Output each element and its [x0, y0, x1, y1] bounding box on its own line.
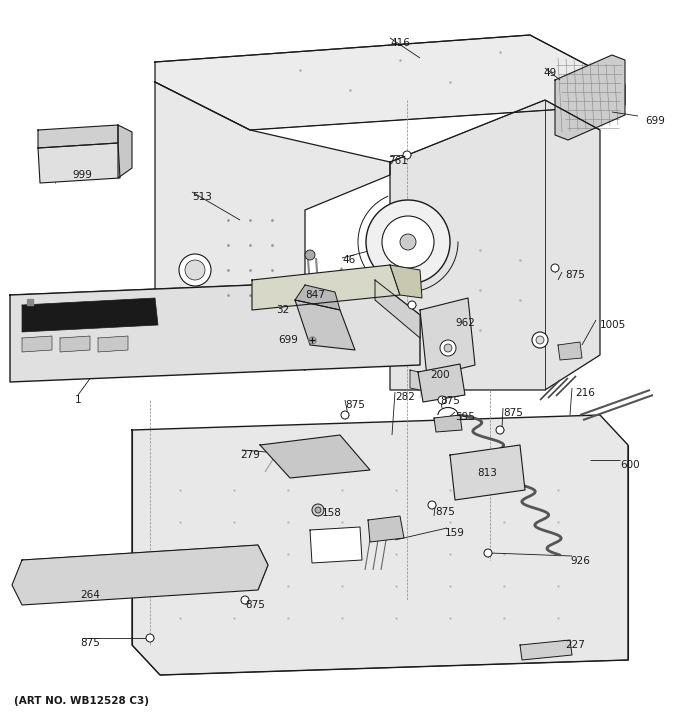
Text: 282: 282 [395, 392, 415, 402]
Polygon shape [450, 445, 525, 500]
Text: 875: 875 [80, 638, 100, 648]
Polygon shape [390, 100, 600, 390]
Polygon shape [434, 415, 462, 432]
Text: 761: 761 [388, 156, 408, 166]
Polygon shape [420, 298, 475, 377]
Polygon shape [38, 143, 120, 183]
Text: 159: 159 [445, 528, 465, 538]
Text: 875: 875 [345, 400, 365, 410]
Text: 875: 875 [245, 600, 265, 610]
Polygon shape [295, 300, 355, 350]
Text: 416: 416 [390, 38, 410, 48]
Text: 875: 875 [503, 408, 523, 418]
Polygon shape [60, 336, 90, 352]
Text: 32: 32 [276, 305, 289, 315]
Text: 875: 875 [440, 396, 460, 406]
Text: 926: 926 [570, 556, 590, 566]
Circle shape [312, 504, 324, 516]
Polygon shape [38, 125, 118, 148]
Circle shape [366, 200, 450, 284]
Text: 595: 595 [455, 412, 475, 422]
Text: 847: 847 [305, 290, 325, 300]
Polygon shape [10, 280, 420, 382]
Text: 962: 962 [455, 318, 475, 328]
Polygon shape [310, 527, 362, 563]
Circle shape [438, 396, 446, 404]
Text: 264: 264 [80, 590, 100, 600]
Circle shape [440, 340, 456, 356]
Text: 16: 16 [120, 308, 133, 318]
Circle shape [496, 426, 504, 434]
Polygon shape [555, 55, 625, 140]
Circle shape [444, 344, 452, 352]
Polygon shape [22, 336, 52, 352]
Circle shape [179, 254, 211, 286]
Text: 875: 875 [435, 507, 455, 517]
Circle shape [484, 549, 492, 557]
Text: 813: 813 [477, 468, 497, 478]
Circle shape [408, 301, 416, 309]
Polygon shape [22, 298, 158, 332]
Polygon shape [410, 370, 445, 395]
Text: 699: 699 [278, 335, 298, 345]
Circle shape [532, 332, 548, 348]
Polygon shape [418, 364, 465, 402]
Circle shape [551, 264, 559, 272]
Circle shape [241, 596, 249, 604]
Polygon shape [390, 265, 422, 298]
Text: 600: 600 [620, 460, 640, 470]
Circle shape [185, 260, 205, 280]
Circle shape [146, 634, 154, 642]
Polygon shape [155, 35, 625, 130]
Circle shape [400, 234, 416, 250]
Text: 200: 200 [430, 370, 449, 380]
Circle shape [428, 501, 436, 509]
Polygon shape [12, 545, 268, 605]
Polygon shape [558, 342, 582, 360]
Circle shape [315, 507, 321, 513]
Polygon shape [98, 336, 128, 352]
Text: 49: 49 [543, 68, 556, 78]
Polygon shape [155, 82, 390, 370]
Text: 1: 1 [75, 395, 82, 405]
Circle shape [305, 250, 315, 260]
Circle shape [382, 216, 434, 268]
Text: 1005: 1005 [600, 320, 626, 330]
Text: 999: 999 [72, 170, 92, 180]
Polygon shape [132, 415, 628, 675]
Circle shape [341, 411, 349, 419]
Text: 158: 158 [322, 508, 342, 518]
Text: 46: 46 [342, 255, 355, 265]
Polygon shape [375, 280, 420, 338]
Circle shape [403, 151, 411, 159]
Polygon shape [252, 265, 400, 310]
Polygon shape [260, 435, 370, 478]
Polygon shape [368, 516, 404, 542]
Circle shape [536, 336, 544, 344]
Polygon shape [155, 320, 178, 370]
Text: 227: 227 [565, 640, 585, 650]
Text: 279: 279 [240, 450, 260, 460]
Text: 513: 513 [192, 192, 212, 202]
Text: 699: 699 [645, 116, 665, 126]
Text: 216: 216 [575, 388, 595, 398]
Polygon shape [118, 125, 132, 178]
Polygon shape [520, 640, 572, 660]
Text: (ART NO. WB12528 C3): (ART NO. WB12528 C3) [14, 696, 149, 706]
Text: 875: 875 [565, 270, 585, 280]
Polygon shape [295, 285, 340, 310]
